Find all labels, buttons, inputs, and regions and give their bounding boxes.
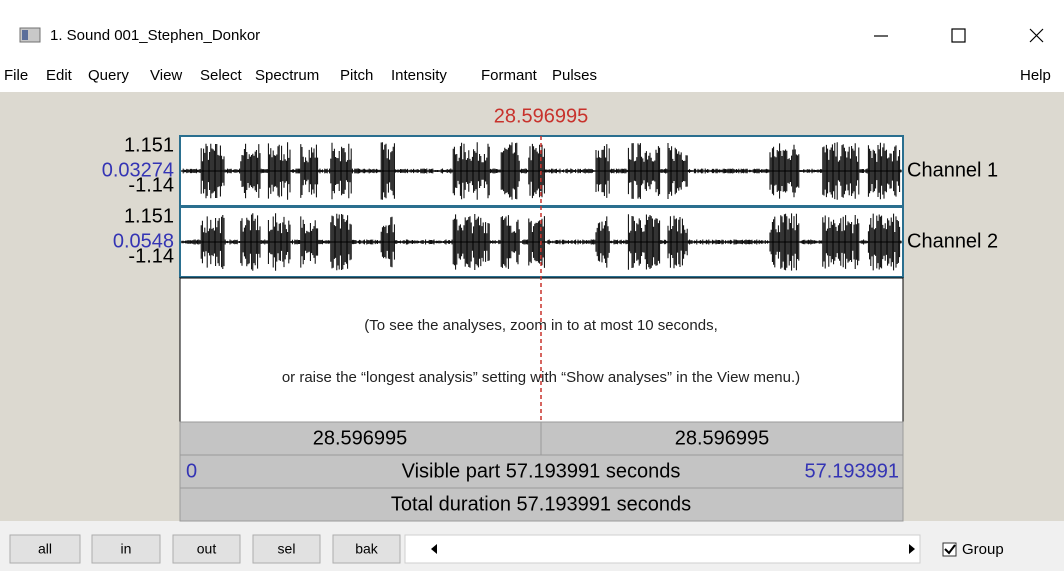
button-label[interactable]: bak [355,541,379,557]
channel-bottom: -1.14 [128,245,174,267]
channel-top: 1.151 [124,134,174,156]
visible-end: 57.193991 [804,460,899,482]
button[interactable] [252,534,321,564]
group-check-mark [944,544,956,555]
visible-part-bar[interactable] [179,454,904,489]
window-icon [19,27,41,43]
menu-item[interactable]: Formant [481,67,538,84]
close-button[interactable] [1029,28,1044,43]
cursor-time: 28.596995 [494,105,589,127]
channel-top: 1.151 [124,205,174,227]
right-time: 28.596995 [675,427,770,449]
menu-item[interactable]: Select [200,67,243,84]
scroll-right[interactable] [909,544,915,554]
menu-item[interactable]: Spectrum [255,67,319,84]
maximize-button[interactable] [951,28,966,43]
total-duration-bar[interactable] [179,487,904,522]
button-label[interactable]: sel [278,541,296,557]
left-time: 28.596995 [313,427,408,449]
window-controls[interactable] [874,28,1044,43]
scroll-left[interactable] [431,544,437,554]
button[interactable] [172,534,241,564]
button-label[interactable]: out [197,541,217,557]
channel-bottom: -1.14 [128,174,174,196]
button[interactable] [91,534,161,564]
channel-label: Channel 2 [907,230,998,252]
menu-item[interactable]: Pulses [552,67,597,84]
menu-item[interactable]: Intensity [391,67,447,84]
button[interactable] [332,534,401,564]
button[interactable] [9,534,81,564]
channel-value: 0.03274 [102,159,174,181]
menu-item[interactable]: View [150,67,182,84]
scrollbar[interactable] [404,534,921,564]
menu-item[interactable]: Help [1020,67,1051,84]
right-time-bar[interactable] [540,421,904,456]
menu-item[interactable]: File [4,67,28,84]
menu-item[interactable]: Edit [46,67,73,84]
window-title: 1. Sound 001_Stephen_Donkor [50,27,260,44]
channel-label: Channel 1 [907,159,998,181]
visible-start: 0 [186,460,197,482]
button-label[interactable]: in [121,541,132,557]
channel-value: 0.0548 [113,230,174,252]
group-label[interactable]: Group [962,541,1004,558]
total-duration: Total duration 57.193991 seconds [391,493,691,515]
button-label[interactable]: all [38,541,52,557]
menu-item[interactable]: Pitch [340,67,373,84]
group-checkbox[interactable] [942,542,957,557]
title-and-menu-bar [0,0,1064,92]
visible-part: Visible part 57.193991 seconds [402,460,681,482]
menu-item[interactable]: Query [88,67,129,84]
